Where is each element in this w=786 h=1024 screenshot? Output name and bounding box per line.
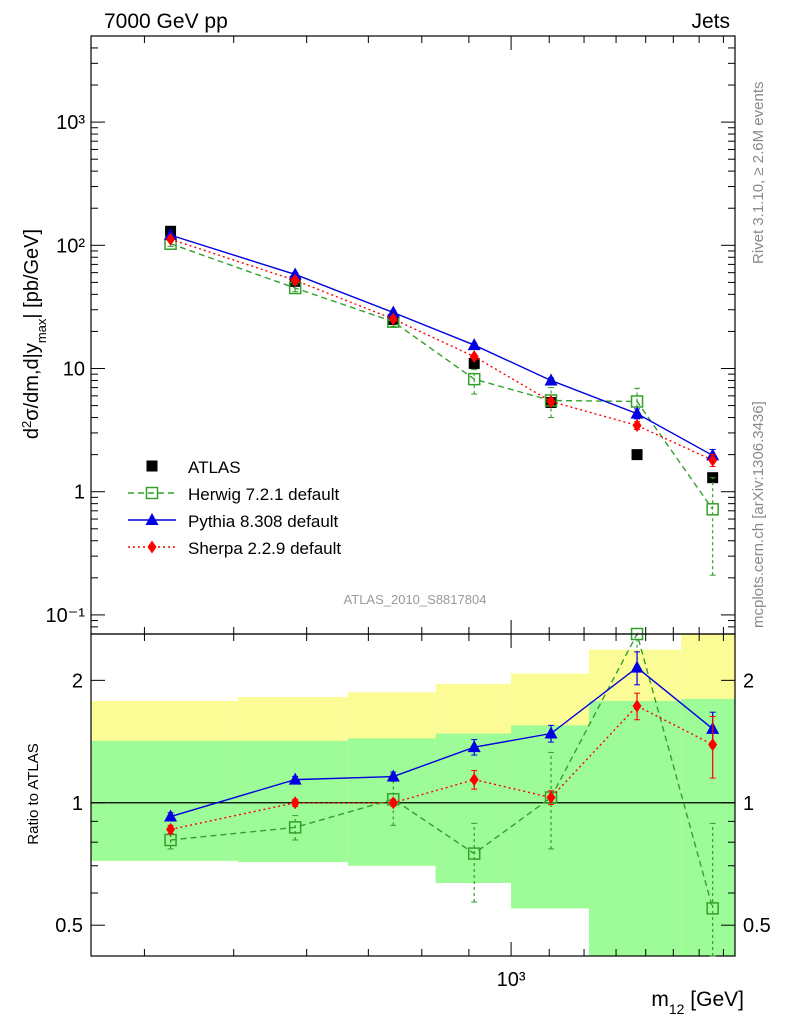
rivet-version-label: Rivet 3.1.10, ≥ 2.6M events (750, 82, 767, 265)
y-tick-label: 10² (56, 235, 85, 257)
ratio-point-open-square (706, 902, 719, 915)
main-point-triangle (288, 267, 302, 280)
legend-marker-open-square (145, 486, 159, 500)
ratio-point-triangle (544, 726, 558, 739)
main-point-square (468, 357, 480, 369)
main-y-axis-title: d2σ/dm,d|ymax| [pb/GeV] (19, 229, 49, 439)
ratio-point-triangle (386, 769, 400, 782)
ratio-y-tick-label: 1 (72, 793, 83, 815)
ratio-point-diamond (708, 738, 718, 752)
ratio-point-open-square (467, 847, 481, 860)
y-tick-label: 10³ (56, 112, 85, 134)
legend-label: Herwig 7.2.1 default (188, 485, 339, 504)
y-tick-label: 10 (63, 359, 85, 381)
mcplots-label: mcplots.cern.ch [arXiv:1306.3436] (750, 401, 767, 628)
ratio-point-diamond (469, 773, 479, 787)
jets-label: Jets (691, 10, 730, 33)
band-inner (511, 725, 590, 909)
legend-label: Pythia 8.308 default (188, 512, 339, 531)
legend-label: Sherpa 2.2.9 default (188, 539, 341, 558)
ratio-point-open-square (288, 821, 302, 834)
main-point-open-square (467, 372, 481, 386)
ratio-point-triangle (467, 740, 481, 753)
ratio-point-diamond (166, 822, 176, 836)
main-point-triangle (386, 305, 400, 318)
ratio-point-diamond (388, 796, 398, 810)
ratio-point-triangle (164, 809, 178, 822)
ratio-point-triangle (288, 772, 302, 785)
legend-label: ATLAS (188, 458, 241, 477)
main-point-diamond (290, 273, 300, 287)
main-point-open-square (706, 503, 719, 516)
main-line-open-square (170, 243, 714, 510)
main-point-diamond (546, 394, 556, 408)
main-axes: 10⁻¹ 1 10 10² 10³ (46, 35, 736, 635)
legend-marker-triangle (145, 513, 159, 525)
ratio-y-axis-title: Ratio to ATLAS (25, 743, 42, 844)
ratio-point-diamond (290, 796, 300, 810)
main-point-diamond (708, 453, 718, 467)
ratio-y-tick-label: 0.5 (55, 915, 83, 937)
band-inner (435, 733, 512, 883)
ratio-y-tick-label-right: 2 (743, 670, 754, 692)
x-tick-label: 10³ (497, 969, 526, 991)
main-point-diamond (388, 312, 398, 326)
ratio-point-triangle (630, 660, 644, 673)
y-tick-label: 10⁻¹ (46, 605, 86, 627)
main-point-triangle (467, 338, 481, 351)
analysis-label: ATLAS_2010_S8817804 (344, 592, 487, 607)
legend: ATLAS Herwig 7.2.1 default Pythia 8.308 de… (128, 458, 341, 558)
legend-marker-diamond (147, 540, 157, 554)
main-point-diamond (469, 350, 479, 364)
band-inner (681, 698, 735, 956)
y-tick-label: 1 (74, 482, 85, 504)
ratio-y-tick-label-right: 1 (743, 793, 754, 815)
main-point-triangle (544, 373, 558, 386)
ratio-y-tick-label: 2 (72, 670, 83, 692)
energy-label: 7000 GeV pp (104, 10, 228, 33)
main-point-square (631, 449, 643, 461)
ratio-point-diamond (632, 699, 642, 713)
ratio-bands (91, 634, 735, 956)
main-series (164, 225, 720, 576)
main-point-triangle (630, 406, 644, 419)
x-axis-title: m12 [GeV] (651, 988, 744, 1017)
ratio-point-diamond (546, 791, 556, 805)
main-frame (90, 35, 736, 635)
ratio-axes: 0.5 0.5 1 1 2 2 10³ (55, 633, 771, 991)
main-line-diamond (170, 238, 713, 461)
ratio-y-tick-label-right: 0.5 (743, 915, 771, 937)
main-point-diamond (632, 418, 642, 432)
band-inner (589, 700, 682, 956)
main-line-triangle (170, 234, 714, 457)
ratio-series (164, 627, 720, 957)
legend-marker-square (146, 460, 158, 472)
main-point-diamond (166, 232, 176, 246)
